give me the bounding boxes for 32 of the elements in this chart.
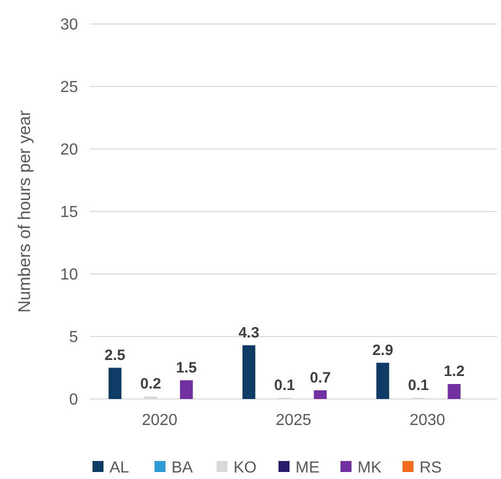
y-tick-label: 15 [60, 204, 78, 222]
data-label: 1.2 [444, 363, 465, 380]
legend-label: KO [234, 460, 257, 477]
bar [314, 390, 327, 399]
data-label: 4.3 [238, 324, 260, 342]
legend-label: AL [110, 460, 130, 477]
x-tick-label: 2030 [410, 412, 446, 429]
data-label: 0.1 [274, 376, 296, 394]
data-label: 2.9 [372, 342, 394, 359]
legend-label: MK [358, 460, 382, 477]
data-label: 0.2 [140, 376, 162, 392]
y-tick-label: 0 [69, 392, 78, 409]
bar [242, 345, 256, 399]
y-tick-label: 25 [60, 79, 78, 96]
data-label: 0.1 [408, 376, 429, 394]
bar [448, 384, 461, 399]
y-tick-label: 5 [69, 329, 78, 346]
x-tick-label: 2025 [276, 412, 312, 429]
bar [376, 362, 390, 399]
x-tick-label: 2020 [142, 412, 178, 429]
data-label: 1.5 [176, 359, 197, 376]
y-tick-label: 30 [60, 16, 78, 34]
bar [108, 368, 122, 399]
y-tick-label: 10 [60, 266, 78, 284]
legend-label: RS [420, 460, 442, 477]
bar [180, 380, 193, 399]
legend-label: ME [296, 460, 320, 477]
data-label: 2.5 [104, 346, 126, 364]
y-tick-label: 20 [60, 142, 78, 159]
legend-label: BA [172, 460, 194, 477]
data-label: 0.7 [310, 369, 331, 386]
y-axis-title: Numbers of hours per year [15, 110, 34, 313]
